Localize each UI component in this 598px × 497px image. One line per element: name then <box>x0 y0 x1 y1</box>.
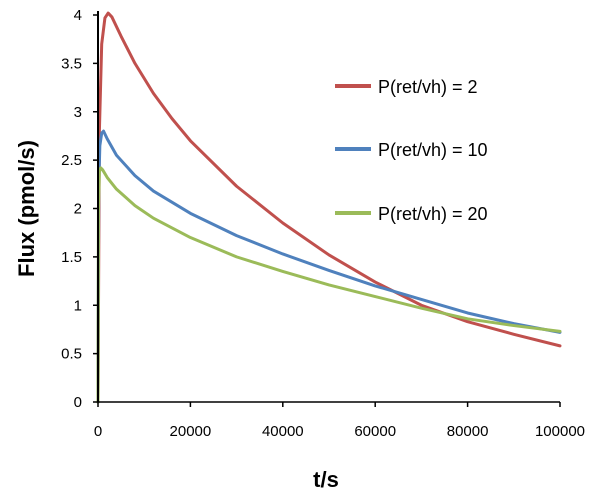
legend: P(ret/vh) = 2 P(ret/vh) = 10 P(ret/vh) = 2… <box>335 77 488 224</box>
y-tick-label: 3 <box>74 104 82 121</box>
series-line-1 <box>96 11 562 404</box>
y-tick-label: 0.5 <box>61 346 82 363</box>
y-tick-label: 1.5 <box>61 249 82 266</box>
legend-label-3: P(ret/vh) = 20 <box>378 204 488 224</box>
x-tick-label: 40000 <box>262 423 304 440</box>
y-tick-label: 2.5 <box>61 152 82 169</box>
y-tick-label: 0 <box>74 394 82 411</box>
y-tick-label: 2 <box>74 201 82 218</box>
series-line-2 <box>96 129 562 404</box>
x-tick-label: 100000 <box>535 423 585 440</box>
ticks-layer: 0 0.5 1 1.5 2 2.5 3 3.5 4 0 20000 40000 60000 80000 10… <box>61 7 585 440</box>
y-tick-label: 1 <box>74 297 82 314</box>
x-tick-label: 60000 <box>354 423 396 440</box>
y-tick-label: 4 <box>74 7 82 24</box>
axes <box>97 11 560 403</box>
x-tick-label: 80000 <box>447 423 489 440</box>
x-tick-label: 20000 <box>170 423 212 440</box>
legend-label-2: P(ret/vh) = 10 <box>378 140 488 160</box>
x-axis-title: t/s <box>313 467 339 492</box>
series-line-3 <box>96 166 562 404</box>
series-layer <box>96 11 562 404</box>
y-tick-label: 3.5 <box>61 55 82 72</box>
x-tick-label: 0 <box>94 423 102 440</box>
legend-label-1: P(ret/vh) = 2 <box>378 77 478 97</box>
y-axis-title: Flux (pmol/s) <box>14 140 39 277</box>
